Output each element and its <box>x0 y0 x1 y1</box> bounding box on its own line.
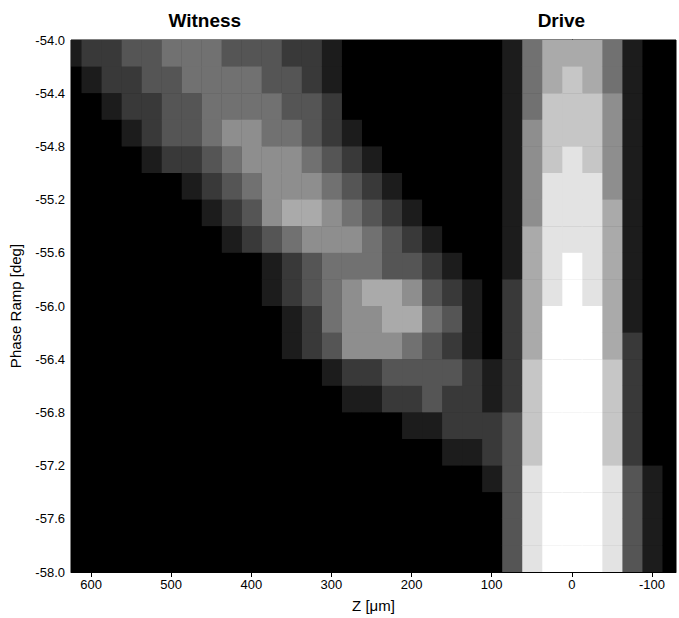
svg-text:300: 300 <box>321 577 343 592</box>
svg-text:-55.2: -55.2 <box>35 192 65 207</box>
svg-text:600: 600 <box>80 577 102 592</box>
svg-text:-100: -100 <box>639 577 665 592</box>
svg-text:Z [μm]: Z [μm] <box>352 597 395 614</box>
svg-text:Witness: Witness <box>168 10 241 31</box>
svg-text:-54.4: -54.4 <box>35 86 65 101</box>
svg-text:Phase Ramp [deg]: Phase Ramp [deg] <box>7 244 24 368</box>
svg-text:-56.4: -56.4 <box>35 352 65 367</box>
svg-text:-57.2: -57.2 <box>35 458 65 473</box>
svg-text:0: 0 <box>568 577 575 592</box>
svg-text:-58.0: -58.0 <box>35 565 65 580</box>
svg-text:500: 500 <box>160 577 182 592</box>
svg-text:-55.6: -55.6 <box>35 245 65 260</box>
svg-text:-57.6: -57.6 <box>35 511 65 526</box>
svg-text:200: 200 <box>401 577 423 592</box>
svg-text:-56.8: -56.8 <box>35 405 65 420</box>
svg-text:Drive: Drive <box>538 10 586 31</box>
svg-text:100: 100 <box>481 577 503 592</box>
svg-text:-56.0: -56.0 <box>35 299 65 314</box>
svg-text:400: 400 <box>240 577 262 592</box>
svg-text:-54.0: -54.0 <box>35 33 65 48</box>
svg-text:-54.8: -54.8 <box>35 139 65 154</box>
